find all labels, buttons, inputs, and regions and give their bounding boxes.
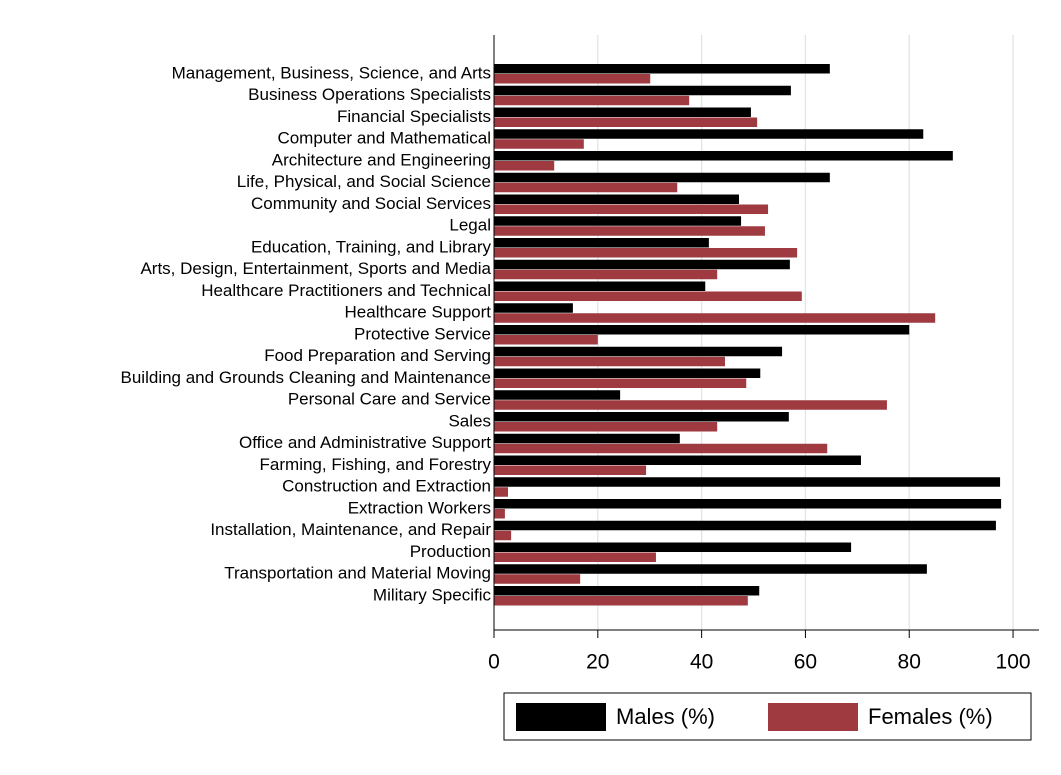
y-tick-label: Education, Training, and Library <box>251 237 492 256</box>
y-tick-label: Food Preparation and Serving <box>264 346 491 365</box>
y-tick-label: Management, Business, Science, and Arts <box>172 63 491 82</box>
bar <box>494 552 656 562</box>
bar <box>494 161 555 171</box>
bar <box>494 400 887 410</box>
bar <box>494 313 936 323</box>
bar <box>494 248 798 258</box>
y-tick-label: Office and Administrative Support <box>239 433 491 452</box>
bar <box>494 378 747 388</box>
y-tick-label: Life, Physical, and Social Science <box>237 172 491 191</box>
bar <box>494 346 783 357</box>
y-tick-label: Business Operations Specialists <box>248 85 491 104</box>
bar <box>494 139 584 149</box>
bar <box>494 182 678 193</box>
bar <box>494 443 828 454</box>
bar <box>494 291 802 301</box>
bar <box>494 269 718 280</box>
y-tick-label: Building and Grounds Cleaning and Mainte… <box>121 368 491 387</box>
y-tick-label: Production <box>410 542 491 561</box>
bar <box>494 129 924 139</box>
bar <box>494 325 910 335</box>
bar <box>494 151 953 161</box>
legend-swatch <box>516 703 606 731</box>
y-tick-label: Personal Care and Service <box>288 390 491 409</box>
y-tick-label: Construction and Extraction <box>282 477 491 496</box>
y-tick-label: Community and Social Services <box>251 194 491 213</box>
bar <box>494 117 758 127</box>
y-tick-label: Extraction Workers <box>348 498 491 517</box>
y-tick-label: Installation, Maintenance, and Repair <box>210 520 491 539</box>
y-tick-label: Protective Service <box>354 324 491 343</box>
bar <box>494 586 760 596</box>
bar <box>494 520 996 531</box>
y-tick-label: Sales <box>448 411 491 430</box>
y-tick-label: Architecture and Engineering <box>272 150 491 169</box>
bar <box>494 356 725 367</box>
x-tick-label: 60 <box>794 651 817 674</box>
bar <box>494 107 751 117</box>
bar <box>494 64 830 74</box>
y-tick-label: Healthcare Support <box>345 303 492 322</box>
x-tick-label: 20 <box>586 651 609 674</box>
bar <box>494 226 765 236</box>
bar <box>494 368 761 378</box>
bar <box>494 487 509 497</box>
x-tick-label: 0 <box>488 651 500 674</box>
legend-label: Males (%) <box>616 704 715 729</box>
bar <box>494 281 706 291</box>
bar <box>494 74 651 84</box>
y-tick-label: Farming, Fishing, and Forestry <box>260 455 492 474</box>
bar <box>494 238 709 248</box>
y-tick-label: Financial Specialists <box>337 107 491 126</box>
bar <box>494 335 598 345</box>
bar <box>494 455 861 465</box>
legend-box <box>503 692 1032 741</box>
bar <box>494 564 927 574</box>
bar <box>494 412 789 422</box>
bar <box>494 542 852 552</box>
bar <box>494 574 581 584</box>
bar <box>494 499 1002 509</box>
y-tick-label: Legal <box>449 216 491 235</box>
bar <box>494 204 769 214</box>
bar <box>494 390 621 400</box>
bar <box>494 477 1001 487</box>
y-tick-label: Healthcare Practitioners and Technical <box>201 281 491 300</box>
bar <box>494 596 748 606</box>
bar <box>494 216 742 226</box>
bar <box>494 95 690 106</box>
bar <box>494 465 647 475</box>
y-tick-label: Transportation and Material Moving <box>224 564 491 583</box>
y-tick-label: Arts, Design, Entertainment, Sports and … <box>140 259 491 278</box>
bar <box>494 509 505 519</box>
y-tick-label: Military Specific <box>373 585 492 604</box>
bar <box>494 172 830 183</box>
legend-swatch <box>768 703 858 731</box>
bar <box>494 433 680 444</box>
x-tick-label: 100 <box>996 651 1031 674</box>
legend-label: Females (%) <box>868 704 993 729</box>
bar <box>494 194 739 204</box>
x-tick-label: 80 <box>898 651 921 674</box>
bar <box>494 530 512 541</box>
x-tick-label: 40 <box>690 651 713 674</box>
bar <box>494 259 790 270</box>
bar <box>494 422 718 432</box>
bar <box>494 85 791 96</box>
y-tick-label: Computer and Mathematical <box>277 129 491 148</box>
bar <box>494 303 573 313</box>
